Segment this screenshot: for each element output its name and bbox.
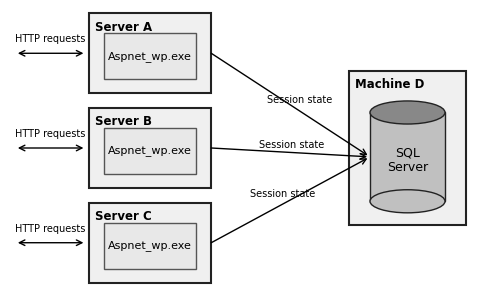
Text: HTTP requests: HTTP requests [16,224,86,234]
Ellipse shape [370,190,445,213]
Text: Machine D: Machine D [355,78,424,91]
Text: Server A: Server A [95,21,152,34]
Text: Session state: Session state [268,95,332,105]
Text: Server C: Server C [95,210,152,223]
FancyBboxPatch shape [104,128,196,174]
FancyBboxPatch shape [349,71,466,225]
Text: Aspnet_wp.exe: Aspnet_wp.exe [108,51,192,62]
Text: SQL
Server: SQL Server [387,146,428,174]
Text: Session state: Session state [259,140,324,150]
Text: HTTP requests: HTTP requests [16,34,86,44]
Text: Server B: Server B [95,115,152,128]
FancyBboxPatch shape [104,33,196,79]
Bar [370,112,445,201]
Text: Aspnet_wp.exe: Aspnet_wp.exe [108,240,192,251]
FancyBboxPatch shape [89,13,211,93]
FancyBboxPatch shape [89,108,211,188]
Text: Aspnet_wp.exe: Aspnet_wp.exe [108,146,192,156]
FancyBboxPatch shape [89,203,211,283]
Text: Session state: Session state [250,189,315,199]
Ellipse shape [370,101,445,124]
Text: HTTP requests: HTTP requests [16,129,86,139]
FancyBboxPatch shape [104,223,196,269]
